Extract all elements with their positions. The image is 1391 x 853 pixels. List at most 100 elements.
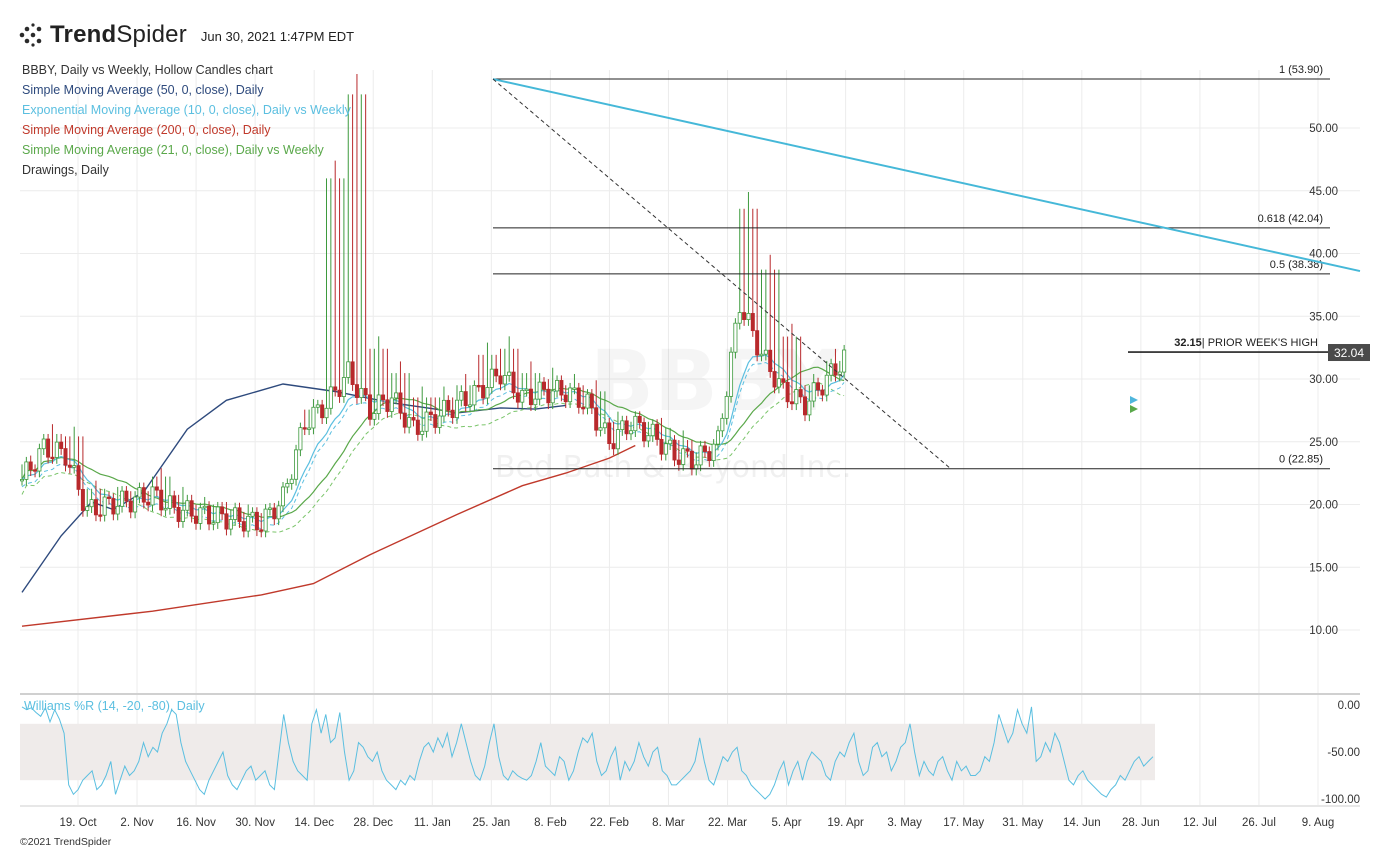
candle-body [807,400,812,416]
ema-10-weekly-line [21,361,845,530]
williams-r-label: Williams %R (14, -20, -80), Daily [24,699,205,713]
candle-body [733,322,738,353]
legend-ema10[interactable]: Exponential Moving Average (10, 0, close… [22,103,351,117]
candle-body [524,388,529,392]
candle-body [515,392,520,403]
candle-body [746,313,751,320]
candle-body [689,450,694,470]
candle-body [254,511,259,531]
candle-body [124,490,129,502]
legend-sma200[interactable]: Simple Moving Average (200, 0, close), D… [22,123,271,137]
candle-body [133,496,138,513]
x-tick-label: 2. Nov [120,817,153,829]
candle-body [829,363,834,376]
candle-body [381,394,386,401]
legend-sma50[interactable]: Simple Moving Average (50, 0, close), Da… [22,83,264,97]
fib-level-label: 0.618 (42.04) [1258,213,1323,225]
candle-body [394,392,399,399]
sma-50-line [21,383,566,593]
candle-body [19,478,24,482]
candle-body [537,381,542,400]
candle-body [720,417,725,432]
candle-body [742,312,747,320]
candle-body [85,506,90,511]
wr-y-tick-label: 0.00 [1338,700,1360,712]
candle-body [385,399,390,412]
candle-body [446,399,451,411]
x-tick-label: 19. Apr [827,817,864,829]
candle-body [620,420,625,430]
legend-sma21[interactable]: Simple Moving Average (21, 0, close), Da… [22,143,324,157]
candle-body [433,414,438,428]
candle-body [76,465,81,490]
candle-body [507,371,512,376]
candle-body [411,417,416,421]
legend-drawings[interactable]: Drawings, Daily [22,163,109,177]
candle-body [776,378,781,388]
candle-body [837,371,842,376]
candle-body [789,401,794,405]
x-tick-label: 5. Apr [772,817,802,829]
candle-body [302,427,307,430]
x-tick-label: 11. Jan [414,817,451,829]
candle-body [185,500,190,511]
candle-body [276,505,281,520]
candle-body [115,505,120,515]
watermark-symbol: BBBY [590,332,839,430]
sma-21-weekly-line [21,381,845,533]
timestamp: Jun 30, 2021 1:47PM EDT [200,29,355,44]
candle-body [72,465,77,468]
y-tick-label: 35.00 [1309,311,1338,323]
candle-body [824,374,829,396]
candle-body [589,393,594,409]
candle-body [67,464,72,468]
candle-body [428,411,433,415]
candle-body [659,439,664,455]
wr-y-tick-label: -100.00 [1321,794,1360,806]
candle-body [759,353,764,357]
x-tick-label: 25. Jan [472,817,510,829]
drawings[interactable]: 1 (53.90) 0.618 (42.04) 0.5 (38.38) 0 (22.8… [492,64,1370,470]
candle-body [207,505,212,525]
candle-body [568,387,573,403]
x-tick-label: 26. Jul [1242,817,1276,829]
candle-body [241,521,246,532]
candle-body [798,389,803,398]
candle-body [167,495,172,509]
candle-body [833,363,838,376]
candle-body [794,389,799,405]
x-tick-label: 30. Nov [235,817,275,829]
candle-body [763,349,768,355]
x-tick-label: 14. Dec [294,817,334,829]
candle-body [676,459,681,465]
x-tick-label: 16. Nov [176,817,216,829]
wr-y-tick-label: -50.00 [1327,747,1360,759]
trendspider-logo-icon [19,23,42,47]
candle-body [842,349,847,373]
sma-marker-icon [1130,405,1138,413]
fib-level-label: 0.5 (38.38) [1270,259,1323,271]
candle-body [454,399,459,419]
candle-body [259,529,264,532]
candle-body [476,385,481,388]
candle-body [320,404,325,419]
candle-body [376,394,381,414]
candle-body [189,500,194,517]
candle-body [372,413,377,420]
candle-body [146,501,151,506]
prior-week-high-label: 32.15| PRIOR WEEK'S HIGH [1174,337,1318,349]
candle-body [211,522,216,525]
candle-body [180,509,185,522]
candle-body [585,393,590,409]
chart-legend: BBBY, Daily vs Weekly, Hollow Candles ch… [22,60,351,180]
candle-body [607,422,612,444]
candle-body [415,419,420,435]
legend-title: BBBY, Daily vs Weekly, Hollow Candles ch… [22,63,273,77]
candle-body [128,500,133,513]
candle-body [420,430,425,435]
candle-body [250,511,255,517]
candle-body [193,515,198,524]
last-price-value: 32.04 [1334,346,1364,360]
candle-body [150,486,155,506]
